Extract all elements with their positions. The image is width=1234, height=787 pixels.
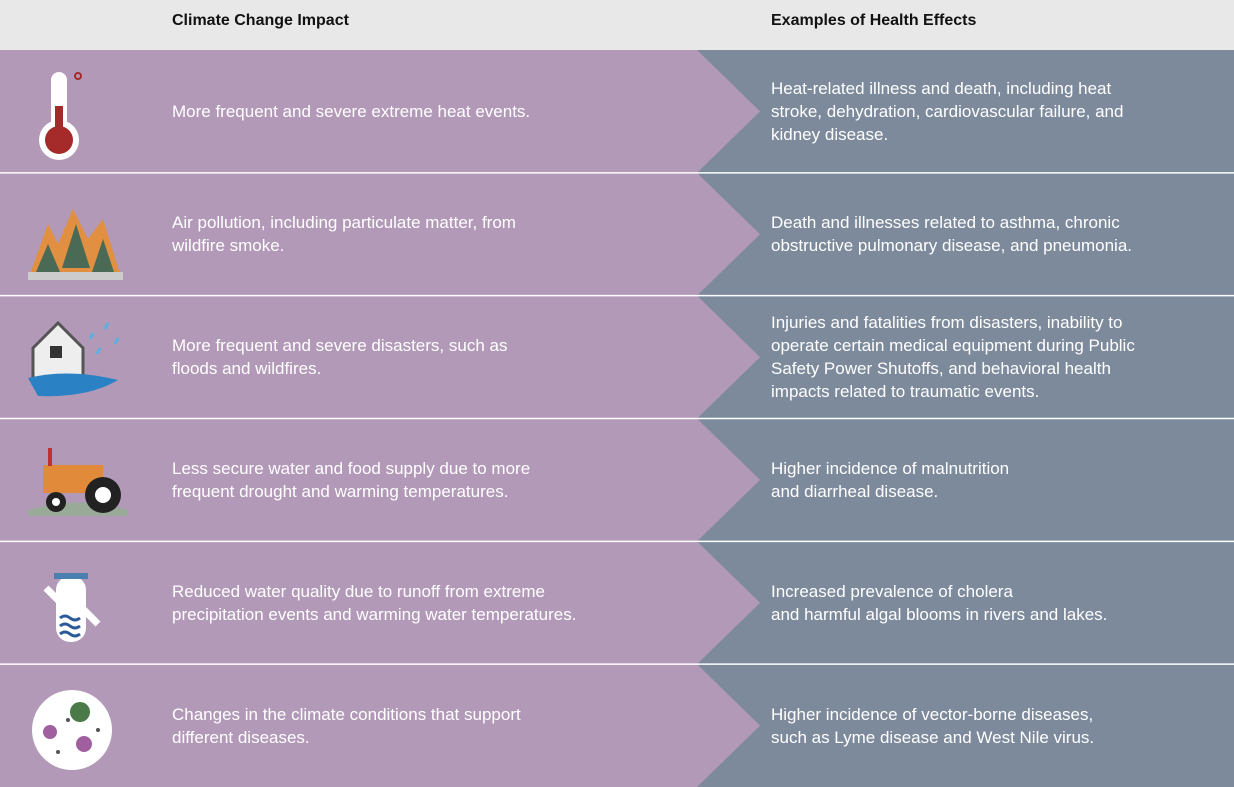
effects-line: kidney disease. <box>771 124 889 144</box>
effects-line: Heat-related illness and death, includin… <box>771 78 1112 98</box>
effects-line: obstructive pulmonary disease, and pneum… <box>771 236 1132 256</box>
effects-cell: Injuries and fatalities from disasters, … <box>771 296 1231 419</box>
impact-line: precipitation events and warming water t… <box>172 604 577 624</box>
impact-cell: Reduced water quality due to runoff from… <box>172 541 692 664</box>
impact-cell: More frequent and severe disasters, such… <box>172 296 692 419</box>
effects-cell: Heat-related illness and death, includin… <box>771 50 1231 173</box>
impact-cell: Less secure water and food supply due to… <box>172 419 692 542</box>
impact-line: frequent drought and warming temperature… <box>172 481 509 501</box>
wildfire-icon <box>28 209 123 280</box>
effects-line: stroke, dehydration, cardiovascular fail… <box>771 101 1124 121</box>
effects-band <box>697 418 1234 542</box>
impact-line: Air pollution, including particulate mat… <box>172 213 516 233</box>
impact-line: floods and wildfires. <box>172 359 322 379</box>
thermometer-icon <box>39 72 82 160</box>
impact-cell: Air pollution, including particulate mat… <box>172 173 692 296</box>
effects-band <box>697 295 1234 419</box>
impact-cell: Changes in the climate conditions that s… <box>172 664 692 787</box>
water-icon <box>43 573 101 642</box>
effects-cell: Increased prevalence of cholera and harmf… <box>771 541 1231 664</box>
impact-line: different diseases. <box>172 727 310 747</box>
effects-line: Death and illnesses related to asthma, c… <box>771 213 1120 233</box>
effects-cell: Death and illnesses related to asthma, c… <box>771 173 1231 296</box>
impact-line: More frequent and severe extreme heat ev… <box>172 101 531 121</box>
flood-icon <box>28 320 120 397</box>
effects-line: Injuries and fatalities from disasters, … <box>771 313 1123 333</box>
effects-line: Safety Power Shutoffs, and behavioral he… <box>771 359 1111 379</box>
impact-cell: More frequent and severe extreme heat ev… <box>172 50 692 173</box>
effects-band <box>697 50 1234 173</box>
effects-band <box>697 541 1234 665</box>
header-impact: Climate Change Impact <box>172 12 349 29</box>
effects-band <box>697 172 1234 296</box>
disease-icon <box>32 690 112 770</box>
effects-line: impacts related to traumatic events. <box>771 382 1040 402</box>
effects-line: such as Lyme disease and West Nile virus… <box>771 727 1095 747</box>
effects-line: and harmful algal blooms in rivers and l… <box>771 604 1108 624</box>
effects-cell: Higher incidence of vector-borne disease… <box>771 664 1231 787</box>
effects-line: and diarrheal disease. <box>771 481 939 501</box>
effects-line: Higher incidence of vector-borne disease… <box>771 704 1094 724</box>
impact-line: Changes in the climate conditions that s… <box>172 704 521 724</box>
impact-line: More frequent and severe disasters, such… <box>172 336 508 356</box>
effects-line: operate certain medical equipment during… <box>771 336 1135 356</box>
effects-line: Increased prevalence of cholera <box>771 581 1013 601</box>
effects-band <box>697 664 1234 787</box>
impact-line: wildfire smoke. <box>172 236 285 256</box>
impact-line: Reduced water quality due to runoff from… <box>172 581 545 601</box>
impact-line: Less secure water and food supply due to… <box>172 458 531 478</box>
tractor-icon <box>28 448 128 516</box>
header-effects: Examples of Health Effects <box>771 12 977 29</box>
effects-line: Higher incidence of malnutrition <box>771 458 1010 478</box>
effects-cell: Higher incidence of malnutrition and diar… <box>771 419 1231 542</box>
